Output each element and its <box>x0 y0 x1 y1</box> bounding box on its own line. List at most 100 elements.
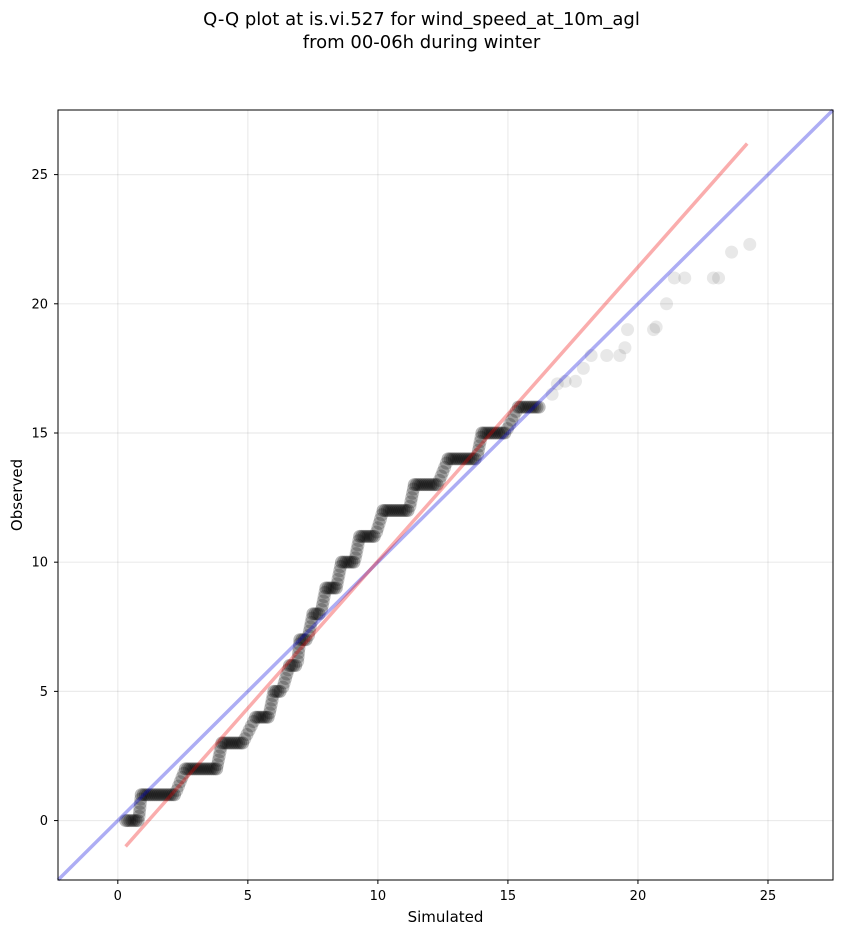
data-point <box>406 486 420 500</box>
data-point <box>494 426 508 440</box>
data-point <box>498 426 512 440</box>
data-point <box>496 426 510 440</box>
data-point <box>181 762 195 776</box>
data-point <box>370 525 384 539</box>
data-point <box>133 796 147 810</box>
data-point <box>520 400 534 414</box>
data-point <box>165 788 179 802</box>
data-point <box>371 521 385 535</box>
data-point <box>217 736 231 750</box>
data-point <box>384 504 398 518</box>
data-point <box>452 452 466 466</box>
data-point <box>456 452 470 466</box>
data-point <box>332 568 346 582</box>
data-point <box>367 529 381 543</box>
plot-frame <box>57 109 834 881</box>
data-point <box>321 581 335 595</box>
data-point <box>725 245 739 259</box>
data-point <box>244 719 258 733</box>
data-point <box>439 456 453 470</box>
data-point <box>211 753 225 767</box>
data-point <box>215 736 229 750</box>
data-point <box>416 478 430 492</box>
data-point <box>304 615 318 629</box>
data-point <box>178 762 192 776</box>
data-point <box>131 814 145 828</box>
data-point <box>401 504 415 518</box>
data-point <box>647 323 661 337</box>
data-point <box>376 504 390 518</box>
data-point <box>303 620 317 634</box>
data-point <box>264 697 278 711</box>
data-point <box>199 762 213 776</box>
data-point <box>168 788 182 802</box>
data-point <box>649 320 663 334</box>
data-point <box>471 443 485 457</box>
x-tick-label: 25 <box>760 889 777 904</box>
data-point <box>173 775 187 789</box>
data-point <box>475 426 489 440</box>
data-point <box>315 603 329 617</box>
data-point <box>404 495 418 509</box>
data-point <box>310 607 324 621</box>
identity-reference-line <box>56 108 835 882</box>
data-point <box>302 628 316 642</box>
data-point <box>177 766 191 780</box>
data-point <box>312 607 326 621</box>
data-point <box>454 452 468 466</box>
data-point <box>285 659 299 673</box>
data-point <box>140 788 154 802</box>
data-point <box>485 426 499 440</box>
data-point <box>213 745 227 759</box>
data-point <box>249 710 263 724</box>
data-point <box>386 504 400 518</box>
data-point <box>474 430 488 444</box>
data-point <box>337 555 351 569</box>
data-point <box>145 788 159 802</box>
data-point <box>257 710 271 724</box>
data-point <box>132 809 146 823</box>
data-point <box>267 684 281 698</box>
data-point <box>134 792 148 806</box>
data-point <box>291 650 305 664</box>
data-point <box>406 482 420 496</box>
data-point <box>349 547 363 561</box>
data-point <box>201 762 215 776</box>
chart-title-line-1: Q-Q plot at is.vi.527 for wind_speed_at_… <box>203 9 640 30</box>
data-point <box>263 702 277 716</box>
data-point <box>253 710 267 724</box>
data-point <box>359 529 373 543</box>
data-point <box>395 504 409 518</box>
data-point <box>507 409 521 423</box>
data-point <box>458 452 472 466</box>
data-point <box>292 646 306 660</box>
data-point <box>132 805 146 819</box>
data-point <box>223 736 237 750</box>
data-point <box>261 710 275 724</box>
data-point <box>363 529 377 543</box>
data-point <box>211 758 225 772</box>
data-point <box>295 633 309 647</box>
data-point <box>210 762 224 776</box>
data-point <box>472 439 486 453</box>
data-point <box>545 387 559 401</box>
data-point <box>251 710 265 724</box>
scatter-points <box>119 237 757 828</box>
data-point <box>466 452 480 466</box>
data-point <box>500 422 514 436</box>
data-point <box>246 715 260 729</box>
data-point <box>234 736 248 750</box>
data-point <box>569 374 583 388</box>
data-point <box>171 779 185 793</box>
data-point <box>276 680 290 694</box>
data-point <box>302 624 316 638</box>
data-point <box>339 555 353 569</box>
data-point <box>513 400 527 414</box>
data-point <box>308 607 322 621</box>
data-point <box>405 491 419 505</box>
data-point <box>613 348 627 362</box>
data-point <box>380 504 394 518</box>
data-point <box>411 478 425 492</box>
data-point <box>460 452 474 466</box>
